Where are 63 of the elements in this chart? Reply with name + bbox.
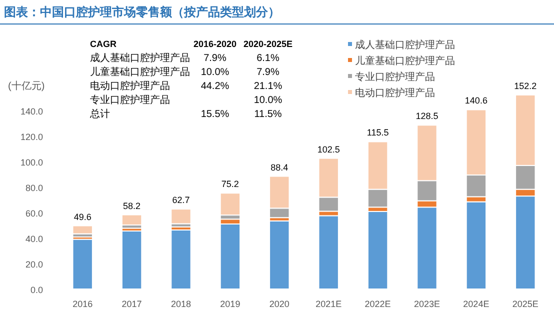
y-tick-label: 140.0	[20, 106, 43, 116]
x-tick-label: 2019	[220, 299, 240, 309]
total-label: 58.2	[123, 200, 141, 211]
legend-label: 儿童基础口腔护理产品	[355, 55, 455, 67]
legend-label: 专业口腔护理产品	[355, 71, 435, 83]
legend-label: 成人基础口腔护理产品	[355, 39, 455, 51]
total-label: 75.2	[221, 179, 239, 190]
text: 成人基础口腔护理产品	[90, 52, 190, 64]
y-tick-label: 20.0	[25, 260, 43, 270]
bar	[72, 225, 93, 234]
x-tick-label: 2017	[122, 299, 142, 309]
total-label: 115.5	[366, 128, 389, 138]
total-label: 140.6	[464, 96, 488, 106]
chart-title: 图表：中国口腔护理市场零售额（按产品类型划分）	[4, 5, 280, 19]
text: 7.9%	[256, 67, 280, 78]
total-label: 88.4	[270, 162, 288, 172]
bar	[367, 210, 388, 290]
text: 2020-2025E	[243, 39, 293, 49]
annotation: 15.5%	[200, 109, 230, 120]
annotation: 10.0%	[254, 95, 282, 106]
x-tick-label: 2025E	[512, 299, 538, 309]
text: 10.0%	[200, 67, 230, 78]
bar	[72, 238, 93, 290]
bar	[170, 208, 192, 224]
total-label: 102.5	[317, 144, 340, 154]
total-label: 49.6	[74, 212, 92, 222]
text: 7.9%	[204, 53, 227, 64]
legend-label: 电动口腔护理产品	[355, 87, 435, 99]
bar	[121, 230, 142, 290]
bar	[121, 214, 142, 226]
annotation: 专业口腔护理产品	[90, 94, 170, 106]
annotation: 电动口腔护理产品	[90, 80, 170, 92]
bar	[220, 223, 241, 290]
x-tick-label: 2023E	[414, 299, 440, 309]
text: 6.1%	[256, 53, 280, 64]
annotation: 11.5%	[254, 109, 282, 120]
text: CAGR	[90, 39, 117, 49]
bar	[170, 229, 192, 290]
y-axis-title: (十亿元)	[8, 80, 45, 92]
x-tick-label: 2018	[170, 299, 192, 309]
x-tick-label: 2024E	[463, 299, 490, 309]
y-tick-label: 40.0	[25, 234, 43, 244]
total-label: 62.7	[172, 195, 190, 206]
annotation: 44.2%	[200, 81, 230, 92]
annotation: 总计	[89, 108, 110, 120]
bar	[269, 220, 290, 290]
text: 2016-2020	[193, 39, 237, 49]
y-tick-label: 100.0	[20, 158, 43, 168]
total-label: 128.5	[416, 111, 438, 122]
bar	[318, 215, 339, 290]
y-tick-label: 0.0	[30, 285, 43, 295]
y-tick-label: 80.0	[25, 183, 43, 193]
y-tick-label: 60.0	[25, 208, 43, 218]
bar	[466, 201, 487, 290]
bar	[220, 192, 241, 216]
x-tick-label: 2021E	[316, 299, 342, 309]
x-tick-label: 2020	[269, 299, 290, 309]
total-label: 152.2	[514, 80, 537, 91]
x-tick-label: 2022E	[364, 299, 391, 309]
annotation: 21.1%	[254, 81, 282, 92]
x-tick-label: 2016	[72, 299, 93, 309]
text: 儿童基础口腔护理产品	[90, 66, 190, 78]
y-tick-label: 120.0	[20, 132, 43, 142]
